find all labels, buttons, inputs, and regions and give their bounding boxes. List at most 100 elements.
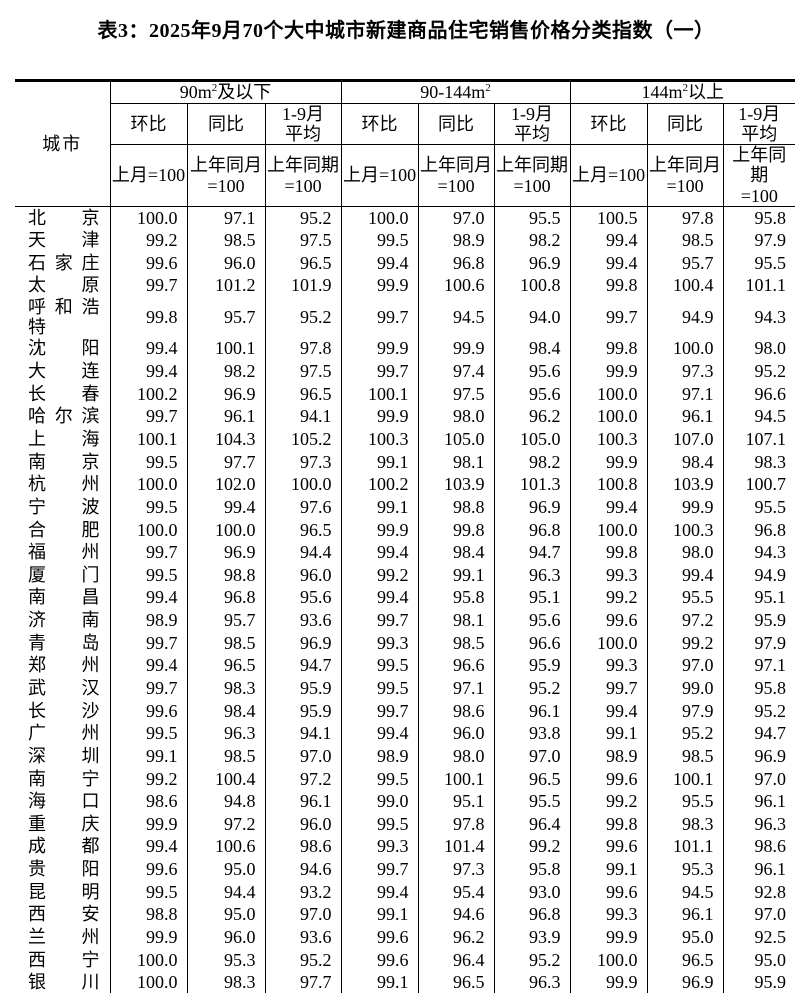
value-cell: 94.7 [722, 722, 796, 745]
value-cell: 99.4 [340, 880, 419, 904]
table-row: 沈阳 99.4 100.1 97.8 99.9 99.9 98.4 99.8 100.0 98.… [15, 337, 796, 360]
value-cell: 100.0 [109, 206, 187, 229]
value-cell: 99.4 [340, 722, 419, 745]
value-cell: 97.5 [264, 228, 342, 252]
value-cell: 95.6 [493, 608, 571, 632]
value-cell: 97.0 [722, 767, 796, 790]
value-cell: 96.9 [493, 495, 571, 519]
value-cell: 99.7 [340, 359, 419, 383]
value-cell: 94.1 [264, 722, 342, 745]
value-cell: 99.1 [340, 495, 419, 519]
city-name-cell: 太原 [28, 275, 100, 296]
base-header-same-month-last-year: 上年同月 =100 [186, 144, 265, 207]
group-header-row: 城市 90m2及以下 90-144m2 144m2以上 [15, 80, 796, 207]
value-cell: 94.9 [722, 563, 796, 587]
value-cell: 95.1 [493, 586, 571, 609]
value-cell: 100.7 [722, 473, 796, 496]
value-cell: 97.1 [186, 206, 265, 229]
value-cell: 95.5 [722, 251, 796, 275]
value-cell: 99.4 [186, 495, 265, 519]
table-row: 太原 99.7 101.2 101.9 99.9 100.6 100.8 99.8 100.4… [15, 274, 796, 297]
value-cell: 100.0 [109, 473, 187, 496]
value-cell: 101.9 [264, 274, 342, 297]
city-name-cell: 海口 [28, 791, 100, 812]
value-cell: 99.5 [340, 228, 419, 252]
value-cell: 93.9 [493, 925, 571, 949]
value-cell: 95.2 [722, 359, 796, 383]
value-cell: 95.0 [722, 948, 796, 972]
metric-header-row: 环比 同比 1-9月 平均 环比 同比 1-9月 平均 环比 同比 1-9月 平… [15, 103, 796, 146]
city-name-cell: 成都 [28, 836, 100, 857]
value-cell: 95.9 [264, 699, 342, 723]
value-cell: 96.5 [264, 251, 342, 275]
value-cell: 99.9 [340, 274, 419, 297]
table-row: 呼和浩特 99.8 95.7 95.2 99.7 94.5 94.0 99.7 94.9 94.… [15, 296, 796, 338]
value-cell: 94.8 [186, 789, 265, 813]
table-row: 南京 99.5 97.7 97.3 99.1 98.1 98.2 99.9 98.4 98.3 [15, 450, 796, 473]
value-cell: 95.2 [264, 206, 342, 229]
value-cell: 100.0 [569, 382, 648, 406]
value-cell: 100.0 [340, 206, 419, 229]
city-name-cell: 南京 [28, 451, 100, 472]
value-cell: 98.0 [417, 405, 495, 428]
value-cell: 99.9 [417, 337, 495, 360]
value-cell: 97.5 [264, 359, 342, 383]
value-cell: 96.2 [417, 925, 495, 949]
base-header-same-period-last-year: 上年同期 =100 [264, 144, 342, 207]
value-cell: 99.9 [109, 812, 187, 836]
value-cell: 95.9 [264, 676, 342, 700]
value-cell: 99.7 [109, 676, 187, 700]
value-cell: 98.0 [417, 744, 495, 768]
value-cell: 101.4 [417, 835, 495, 858]
city-name-cell: 上海 [28, 428, 100, 449]
value-cell: 95.7 [186, 296, 265, 338]
value-cell: 96.3 [493, 563, 571, 587]
value-cell: 100.0 [569, 631, 648, 655]
value-cell: 96.1 [722, 857, 796, 881]
value-cell: 94.4 [264, 540, 342, 564]
value-cell: 100.0 [646, 337, 724, 360]
table-row: 青岛 99.7 98.5 96.9 99.3 98.5 96.6 100.0 99.2 97.9 [15, 631, 796, 655]
table-row: 南宁 99.2 100.4 97.2 99.5 100.1 96.5 99.6 100.1 97… [15, 767, 796, 790]
table-row: 天津 99.2 98.5 97.5 99.5 98.9 98.2 99.4 98.5 97.9 [15, 228, 796, 252]
value-cell: 97.7 [264, 971, 342, 993]
value-cell: 94.6 [264, 857, 342, 881]
value-cell: 98.4 [646, 450, 724, 473]
value-cell: 95.8 [722, 206, 796, 229]
value-cell: 99.6 [569, 880, 648, 904]
value-cell: 98.5 [186, 228, 265, 252]
value-cell: 99.6 [109, 251, 187, 275]
value-cell: 95.0 [186, 857, 265, 881]
value-cell: 100.0 [569, 518, 648, 541]
city-name-cell: 银川 [28, 972, 100, 993]
value-cell: 98.2 [186, 359, 265, 383]
value-cell: 96.1 [264, 789, 342, 813]
value-cell: 96.6 [417, 654, 495, 677]
value-cell: 99.2 [109, 767, 187, 790]
value-cell: 94.7 [493, 540, 571, 564]
table-row: 长沙 99.6 98.4 95.9 99.7 98.6 96.1 99.4 97.9 95.2 [15, 699, 796, 723]
value-cell: 99.0 [646, 676, 724, 700]
table-row: 济南 98.9 95.7 93.6 99.7 98.1 95.6 99.6 97.2 95.9 [15, 608, 796, 632]
city-name-cell: 广州 [28, 723, 100, 744]
value-cell: 99.7 [340, 608, 419, 632]
value-cell: 97.5 [417, 382, 495, 406]
value-cell: 98.6 [264, 835, 342, 858]
metric-header-yoy: 同比 [417, 103, 495, 146]
value-cell: 98.5 [646, 228, 724, 252]
value-cell: 96.3 [186, 722, 265, 745]
value-cell: 105.0 [417, 427, 495, 451]
value-cell: 100.0 [109, 518, 187, 541]
city-column-header: 城市 [15, 80, 111, 207]
value-cell: 97.1 [646, 382, 724, 406]
value-cell: 100.6 [186, 835, 265, 858]
city-name-cell: 南昌 [28, 587, 100, 608]
value-cell: 99.5 [109, 722, 187, 745]
value-cell: 98.5 [186, 744, 265, 768]
value-cell: 96.1 [186, 405, 265, 428]
value-cell: 100.1 [646, 767, 724, 790]
value-cell: 99.4 [109, 337, 187, 360]
value-cell: 95.2 [493, 948, 571, 972]
value-cell: 101.3 [493, 473, 571, 496]
value-cell: 97.0 [646, 654, 724, 677]
